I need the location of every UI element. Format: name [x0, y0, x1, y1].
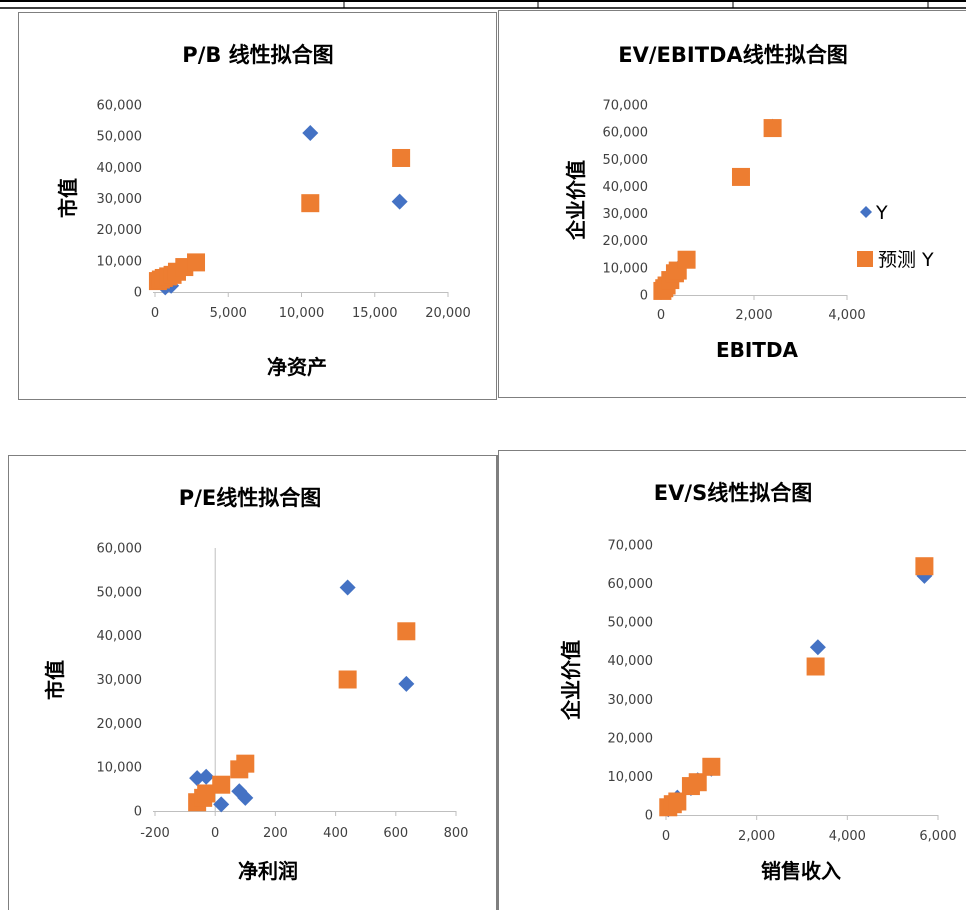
- x-axis-label: 净利润: [238, 859, 298, 883]
- y-tick-label: 20,000: [608, 731, 654, 746]
- sheet-grid-top: [0, 0, 966, 9]
- y-tick-label: 0: [134, 286, 142, 301]
- y-tick-label: 40,000: [97, 629, 143, 644]
- data-point-predicted: [338, 670, 357, 689]
- data-point-predicted: [702, 757, 721, 776]
- y-axis-label: 市值: [43, 660, 67, 700]
- chart-ev-ebitda: EV/EBITDA线性拟合图 EBITDA 企业价值 0 10,000 20,000 30,…: [564, 43, 866, 362]
- y-tick-label: 30,000: [97, 673, 143, 688]
- data-point-predicted: [668, 792, 687, 811]
- y-tick-label: 20,000: [97, 223, 143, 238]
- y-tick-label: 30,000: [97, 192, 143, 207]
- y-tick-label: 30,000: [603, 207, 649, 222]
- x-tick-label: 0: [151, 306, 159, 321]
- y-tick-label: 40,000: [603, 180, 649, 195]
- y-tick-label: 10,000: [603, 261, 649, 276]
- data-point-predicted: [397, 622, 416, 641]
- legend-pred-marker: [857, 251, 873, 267]
- x-tick-label: 5,000: [210, 306, 247, 321]
- data-point-predicted: [763, 119, 782, 138]
- y-tick-label: 0: [645, 809, 653, 824]
- y-tick-label: 60,000: [603, 126, 649, 141]
- y-tick-label: 10,000: [608, 770, 654, 785]
- data-point-predicted: [212, 775, 231, 794]
- data-point-y: [302, 125, 319, 142]
- chart-legend: Y 预测 Y: [857, 202, 934, 271]
- y-tick-label: 0: [134, 805, 142, 820]
- y-tick-label: 20,000: [603, 234, 649, 249]
- chart-frame-ev-s[interactable]: [498, 450, 966, 910]
- x-tick-label: 6,000: [919, 829, 956, 844]
- y-axis-label: 市值: [56, 178, 80, 218]
- data-point-predicted: [688, 773, 707, 792]
- data-point-y: [237, 789, 254, 806]
- y-tick-label: 60,000: [97, 99, 143, 114]
- chart-frame-pe[interactable]: [8, 455, 497, 910]
- x-tick-label: 4,000: [829, 829, 866, 844]
- chart-frame-ev-ebitda[interactable]: [498, 10, 966, 398]
- x-tick-label: 200: [263, 826, 288, 841]
- y-tick-label: 0: [640, 289, 648, 304]
- y-tick-label: 50,000: [608, 616, 654, 631]
- data-point-y: [809, 639, 826, 656]
- data-point-predicted: [197, 784, 216, 803]
- x-tick-label: 0: [662, 829, 670, 844]
- y-tick-label: 10,000: [97, 254, 143, 269]
- y-axis-label: 企业价值: [564, 160, 588, 241]
- data-point-predicted: [731, 167, 750, 186]
- x-tick-label: 600: [383, 826, 408, 841]
- data-point-predicted: [806, 657, 825, 676]
- chart-title: EV/S线性拟合图: [654, 481, 812, 505]
- y-tick-label: 70,000: [608, 539, 654, 554]
- data-point-predicted: [392, 148, 411, 167]
- data-point-y: [213, 796, 230, 813]
- x-tick-label: 800: [444, 826, 469, 841]
- x-tick-label: 10,000: [279, 306, 325, 321]
- chart-frame-pb[interactable]: [18, 12, 497, 400]
- y-tick-label: 20,000: [97, 717, 143, 732]
- y-tick-label: 40,000: [97, 161, 143, 176]
- x-tick-label: 0: [657, 308, 665, 323]
- x-tick-label: 400: [323, 826, 348, 841]
- x-axis-label: 净资产: [267, 355, 327, 379]
- y-tick-label: 70,000: [603, 99, 649, 114]
- data-point-predicted: [301, 194, 320, 213]
- data-point-predicted: [236, 754, 255, 773]
- y-tick-label: 60,000: [97, 542, 143, 557]
- x-tick-label: 20,000: [425, 306, 471, 321]
- data-point-y: [398, 675, 415, 692]
- legend-y-marker: [860, 206, 872, 218]
- x-axis-label: 销售收入: [761, 859, 841, 883]
- y-tick-label: 50,000: [97, 130, 143, 145]
- legend-pred-label: 预测 Y: [878, 249, 934, 271]
- y-tick-label: 30,000: [608, 693, 654, 708]
- chart-title: P/B 线性拟合图: [182, 43, 333, 67]
- y-tick-label: 60,000: [608, 577, 654, 592]
- y-tick-label: 50,000: [97, 585, 143, 600]
- data-point-predicted: [677, 250, 696, 269]
- data-point-predicted: [915, 557, 934, 576]
- data-point-y: [391, 193, 408, 210]
- y-tick-label: 50,000: [603, 153, 649, 168]
- data-point-y: [339, 579, 356, 596]
- y-tick-label: 40,000: [608, 654, 654, 669]
- x-tick-label: 0: [211, 826, 219, 841]
- x-tick-label: 15,000: [352, 306, 398, 321]
- x-tick-label: -200: [140, 826, 170, 841]
- chart-title: P/E线性拟合图: [179, 486, 321, 510]
- x-axis-label: EBITDA: [716, 338, 799, 362]
- data-point-predicted: [187, 253, 206, 272]
- data-point-y: [198, 768, 215, 785]
- x-tick-label: 2,000: [738, 829, 775, 844]
- x-tick-label: 2,000: [735, 308, 772, 323]
- x-tick-label: 4,000: [828, 308, 865, 323]
- y-axis-label: 企业价值: [559, 640, 583, 721]
- y-tick-label: 10,000: [97, 761, 143, 776]
- chart-title: EV/EBITDA线性拟合图: [618, 43, 847, 67]
- legend-y-label: Y: [875, 202, 888, 224]
